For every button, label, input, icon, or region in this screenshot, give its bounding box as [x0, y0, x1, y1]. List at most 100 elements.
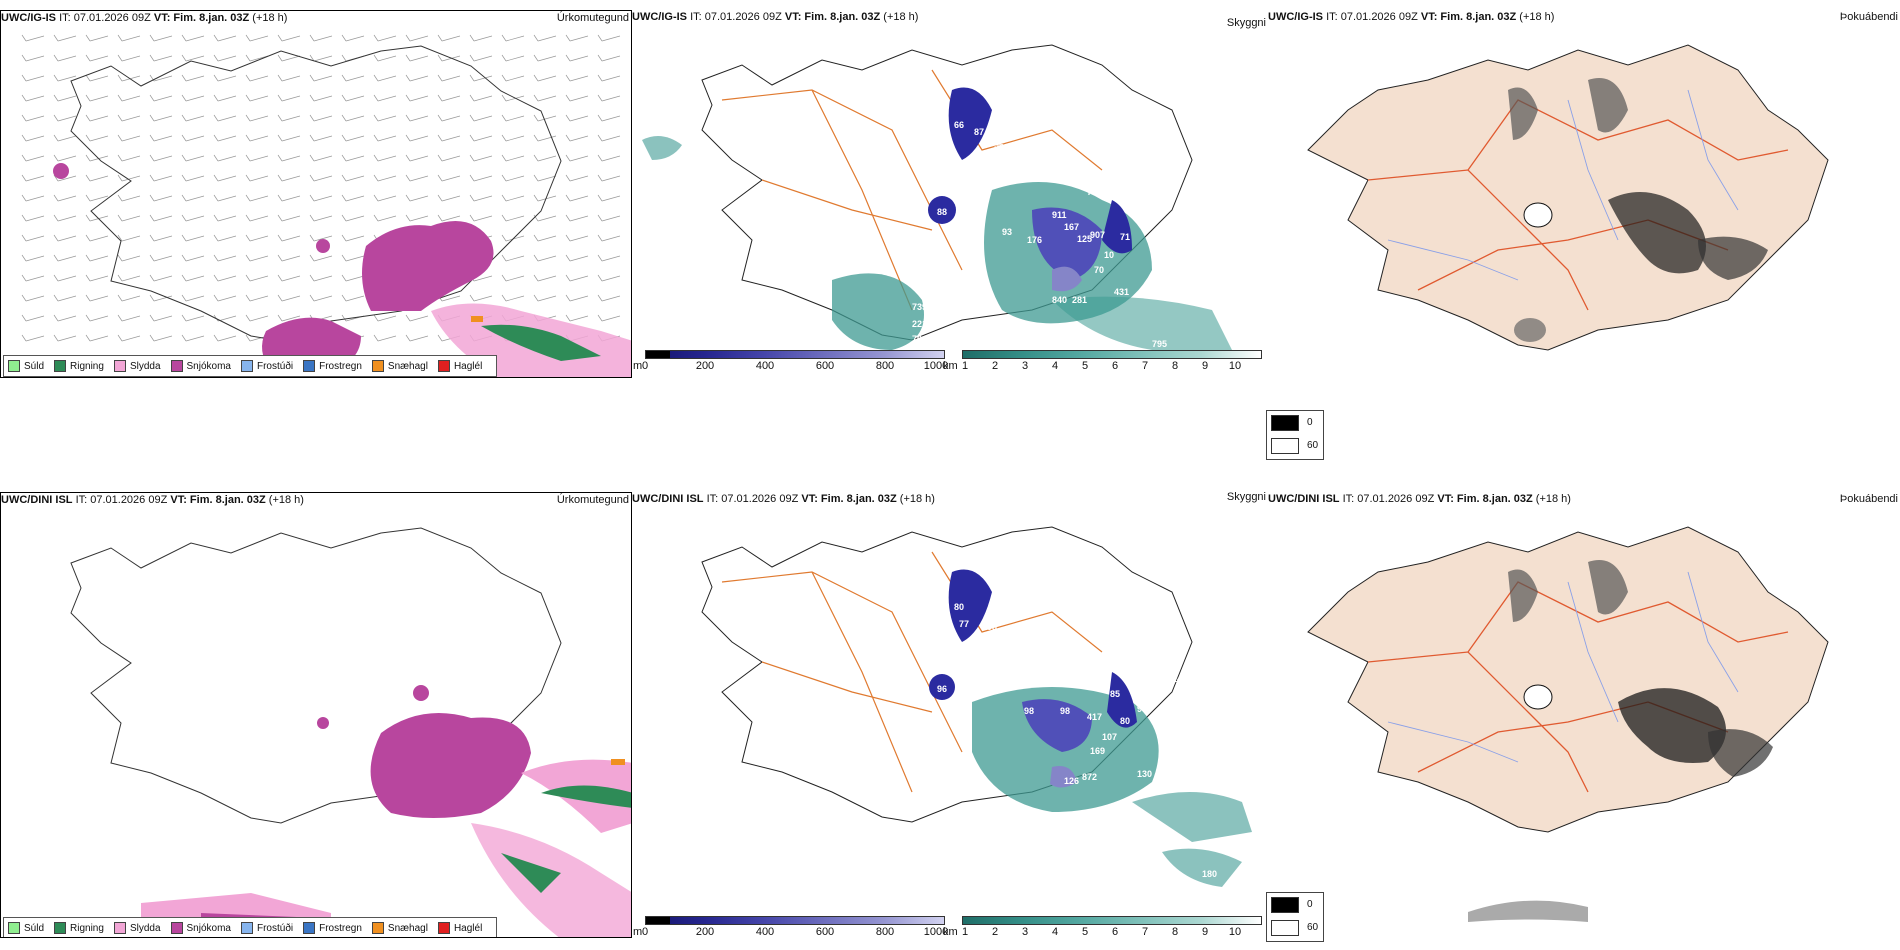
visibility-tick: 7: [1141, 926, 1149, 938]
precip-header-1: UWC/IG-IS IT: 07.01.2026 09Z VT: Fim. 8.…: [1, 12, 288, 24]
legend-item-sleet: Slydda: [113, 360, 161, 372]
visibility-unit-1: km: [943, 360, 958, 372]
cloud-visibility-panel-2: UWC/DINI ISL IT: 07.01.2026 09Z VT: Fim.…: [632, 492, 1268, 912]
legend-item-snow: Snjókoma: [170, 360, 231, 372]
cloud-label: 180: [1202, 869, 1217, 879]
legend-item-hail: Haglél: [437, 360, 482, 372]
fog-panel-2: UWC/DINI ISL IT: 07.01.2026 09Z VT: Fim.…: [1268, 492, 1900, 938]
cloud-title-1: Skyggni: [1226, 17, 1266, 29]
visibility-tick: 3: [1021, 360, 1029, 372]
cloudbase-tick: 800: [875, 360, 895, 372]
cloud-label: 417: [1087, 712, 1102, 722]
fog-key-swatch-dark: [1271, 414, 1299, 431]
cloud-label: 907: [1090, 230, 1105, 240]
precip-title-1: Úrkomutegund: [556, 12, 629, 24]
visibility-bar-1: 1 2 3 4 5 6 7 8 9 10: [962, 350, 1262, 373]
cloud-label: 71: [1120, 232, 1130, 242]
cloud-label: 176: [1027, 235, 1042, 245]
cloud-map-1: 66 87 96 88 93 176 911 167 125 907 76 10…: [642, 44, 1232, 377]
cloudbase-tick: 400: [755, 360, 775, 372]
cloud-label: 93: [1002, 227, 1012, 237]
cloud-label: 130: [1137, 769, 1152, 779]
legend-item-drizzle: Súld: [8, 922, 44, 934]
cloud-map-2: 80 77 93 337 104 96 98 98 417 80 85 98 1…: [701, 526, 1252, 912]
precip-type-panel-2: UWC/DINI ISL IT: 07.01.2026 09Z VT: Fim.…: [0, 492, 632, 938]
cloud-label: 37: [1170, 649, 1180, 659]
precip-type-panel-1: UWC/IG-IS IT: 07.01.2026 09Z VT: Fim. 8.…: [0, 10, 632, 378]
fog-map-2: [1307, 526, 1829, 922]
cloud-label: 911: [1052, 210, 1067, 220]
fog-key-swatch-light: [1271, 919, 1299, 936]
legend-item-hail: Haglél: [437, 922, 482, 934]
legend-item-rain: Rigning: [54, 360, 104, 372]
cloud-label: 872: [1082, 772, 1097, 782]
visibility-gradient: [962, 350, 1262, 359]
cloud-label: 66: [954, 120, 964, 130]
cloudbase-tick: 400: [755, 926, 775, 938]
cloud-label: 88: [937, 207, 947, 217]
cloudbase-unit-2: m: [633, 926, 643, 938]
visibility-tick: 2: [991, 926, 999, 938]
precip-map-1: [21, 34, 631, 377]
cloud-label: 98: [1137, 704, 1147, 714]
cloudbase-gradient: [645, 350, 945, 359]
visibility-tick: 3: [1021, 926, 1029, 938]
visibility-tick: 9: [1201, 360, 1209, 372]
cloud-label: 431: [1114, 287, 1129, 297]
legend-item-freezing-drizzle: Frostúði: [240, 360, 293, 372]
legend-item-freezing-rain: Frostregn: [303, 360, 362, 372]
visibility-tick: 2: [991, 360, 999, 372]
fog-key-label: 0: [1307, 899, 1313, 910]
cloud-label: 167: [1064, 222, 1079, 232]
cloud-header-2: UWC/DINI ISL IT: 07.01.2026 09Z VT: Fim.…: [632, 493, 935, 505]
cloud-label: 160: [932, 906, 947, 912]
cloudbase-tick: 0: [641, 926, 649, 938]
precip-map-2: [70, 527, 631, 937]
cloud-label: 281: [1072, 295, 1087, 305]
fog-key-label: 60: [1307, 440, 1319, 451]
cloud-label: 10: [1104, 250, 1114, 260]
legend-item-snow-pellets: Snæhagl: [371, 360, 428, 372]
cloudbase-tick: 800: [875, 926, 895, 938]
visibility-tick: 8: [1171, 360, 1179, 372]
cloud-label: 312: [992, 367, 1007, 377]
cloudbase-tick: 0: [641, 360, 649, 372]
legend-item-rain: Rigning: [54, 922, 104, 934]
cloud-label: 104: [1050, 652, 1065, 662]
cloud-label: 96: [937, 684, 947, 694]
cloud-label: 77: [959, 619, 969, 629]
legend-item-snow-pellets: Snæhagl: [371, 922, 428, 934]
cloud-label: 14: [1172, 674, 1182, 684]
cloud-label: 80: [1120, 716, 1130, 726]
visibility-bar-2: 1 2 3 4 5 6 7 8 9 10: [962, 916, 1262, 939]
cloud-label: 80: [954, 602, 964, 612]
cloudbase-bar-1: 0 200 400 600 800 1000: [641, 350, 948, 373]
visibility-tick: 7: [1141, 360, 1149, 372]
cloudbase-tick: 600: [815, 360, 835, 372]
cloudbase-tick: 200: [695, 926, 715, 938]
visibility-tick: 5: [1081, 360, 1089, 372]
legend-item-freezing-drizzle: Frostúði: [240, 922, 293, 934]
cloud-label: 85: [1110, 689, 1120, 699]
visibility-unit-2: km: [943, 926, 958, 938]
fog-map-1: [1307, 44, 1829, 351]
cloud-label: 221: [912, 319, 927, 329]
visibility-tick: 1: [961, 926, 969, 938]
fog-title-1: Þokuábendi: [1839, 11, 1898, 23]
fog-panel-1: UWC/IG-IS IT: 07.01.2026 09Z VT: Fim. 8.…: [1268, 10, 1900, 378]
fog-key-label: 0: [1307, 417, 1313, 428]
fog-key-label: 60: [1307, 922, 1319, 933]
cloud-label: 337: [987, 649, 1002, 659]
legend-item-snow: Snjókoma: [170, 922, 231, 934]
cloud-label: 96: [994, 140, 1004, 150]
fog-title-2: Þokuábendi: [1839, 493, 1898, 505]
cloud-title-2: Skyggni: [1226, 492, 1266, 503]
cloud-label: 840: [1052, 295, 1067, 305]
visibility-tick: 4: [1051, 926, 1059, 938]
cloud-label: 739: [912, 302, 927, 312]
visibility-tick: 1: [961, 360, 969, 372]
visibility-tick: 6: [1111, 360, 1119, 372]
cloud-label: 87: [974, 127, 984, 137]
cloud-label: 84: [1222, 354, 1232, 364]
visibility-tick: 5: [1081, 926, 1089, 938]
